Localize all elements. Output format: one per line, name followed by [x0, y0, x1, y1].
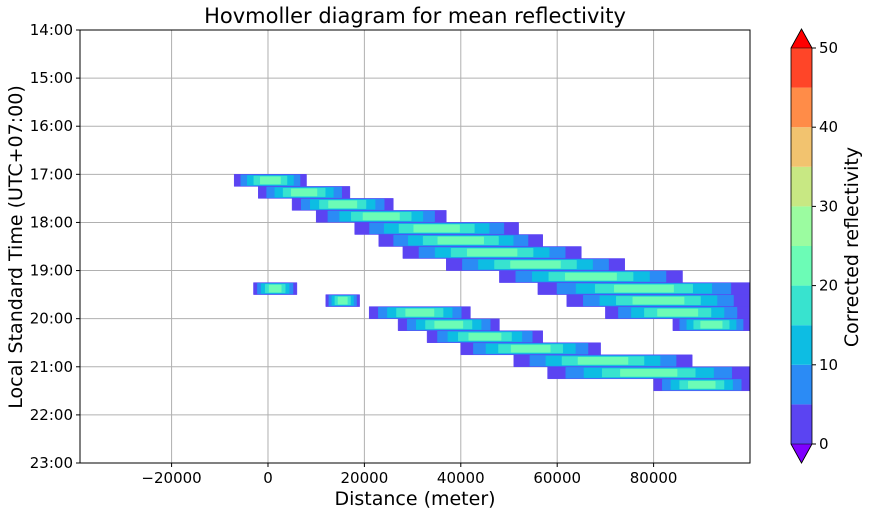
colorbar-tick-label: 30	[819, 197, 838, 215]
x-tick-label: 0	[263, 469, 273, 487]
y-tick-label: 20:00	[30, 310, 73, 328]
y-tick-label: 23:00	[30, 454, 73, 472]
y-tick-label: 15:00	[30, 69, 73, 87]
colorbar-segment-0-5	[791, 404, 812, 444]
y-tick-label: 16:00	[30, 117, 73, 135]
colorbar-segment-25-30	[791, 206, 812, 246]
colorbar-tick-label: 40	[819, 118, 838, 136]
colorbar-tick-label: 20	[819, 277, 838, 295]
y-tick-label: 18:00	[30, 213, 73, 231]
colorbar-segment-15-20	[791, 285, 812, 326]
colorbar-tick-label: 0	[819, 435, 829, 453]
colorbar-segment-30-35	[791, 166, 812, 207]
y-tick-label: 17:00	[30, 165, 73, 183]
x-tick-label: 40000	[437, 469, 485, 487]
colorbar-tick-label: 50	[819, 39, 838, 57]
colorbar-segment-5-10	[791, 364, 812, 405]
y-tick-label: 14:00	[30, 21, 73, 39]
colorbar: 0 10 20 30 40 50	[790, 28, 838, 464]
x-tick-label: 80000	[630, 469, 678, 487]
axes: −20000 0 20000 40000 60000 80000 14:00 15:00 16:…	[30, 21, 751, 487]
y-axis-label: Local Standard Time (UTC+07:00)	[5, 85, 27, 408]
plot-frame	[79, 29, 751, 464]
colorbar-tick-label: 10	[819, 356, 838, 374]
y-tick-label: 21:00	[30, 358, 73, 376]
colorbar-segment-10-15	[791, 325, 812, 365]
contour-band-2-level-20-25	[268, 284, 716, 389]
colorbar-segment-45-50	[791, 48, 812, 88]
colorbar-label: Corrected reflectivity	[841, 147, 863, 347]
colorbar-under-arrow	[790, 443, 813, 464]
colorbar-over-arrow	[790, 28, 813, 49]
colorbar-segment-35-40	[791, 127, 812, 167]
colorbar-segment-20-25	[791, 246, 812, 286]
contour-band-1-level-20-25	[260, 176, 723, 329]
x-tick-label: −20000	[141, 469, 201, 487]
x-tick-label: 60000	[533, 469, 581, 487]
reflectivity-contours	[233, 174, 751, 392]
x-axis-label: Distance (meter)	[334, 488, 495, 510]
y-tick-label: 22:00	[30, 406, 73, 424]
colorbar-segment-40-45	[791, 87, 812, 128]
x-tick-label: 20000	[341, 469, 389, 487]
y-tick-label: 19:00	[30, 262, 73, 280]
chart-title: Hovmoller diagram for mean reflectivity	[204, 4, 626, 28]
